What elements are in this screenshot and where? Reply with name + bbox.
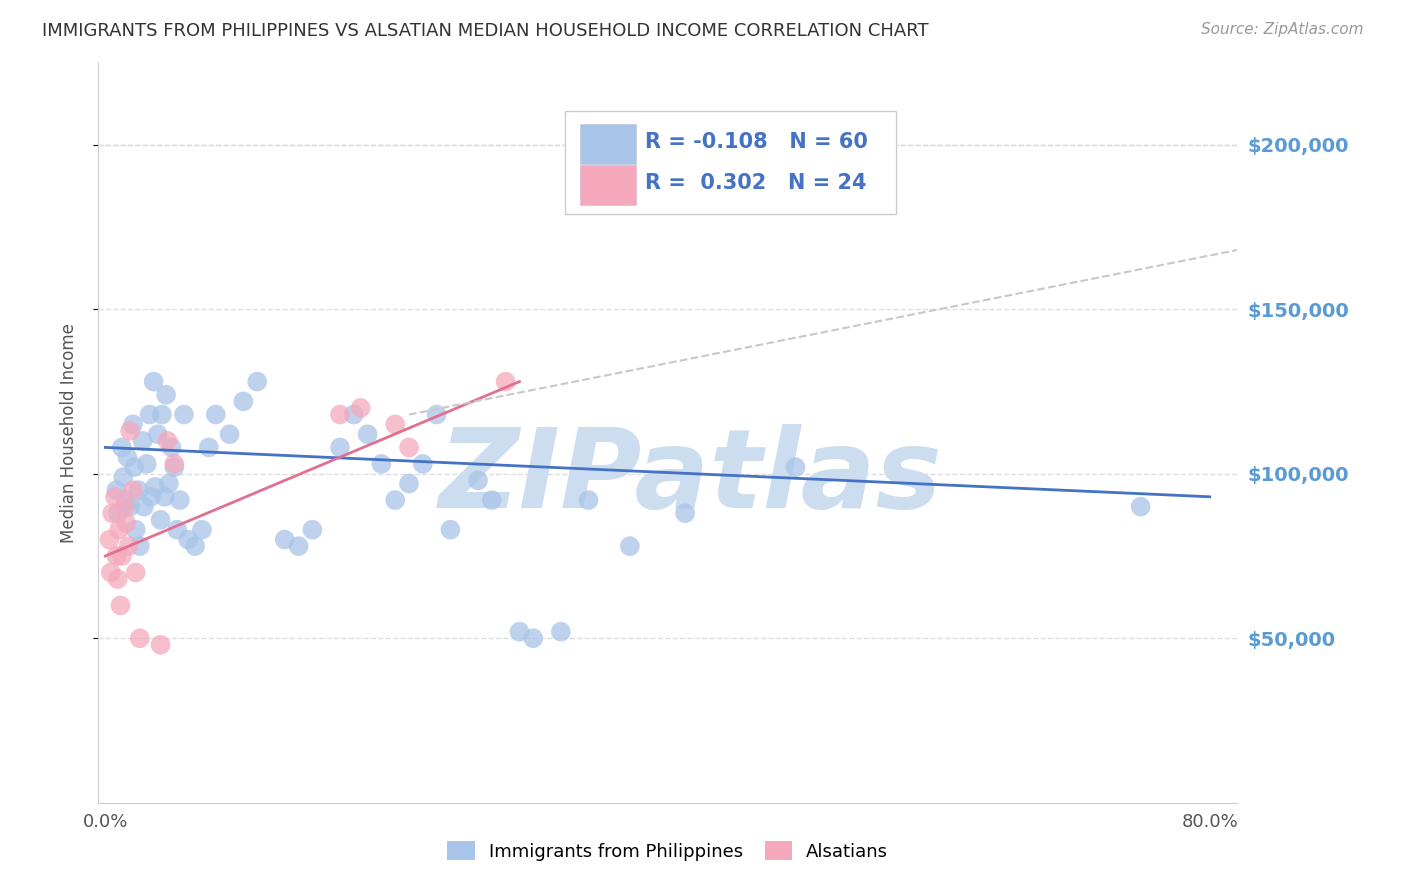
Point [118,539,141,553]
Point [550,624,572,639]
Point [122,417,145,432]
FancyBboxPatch shape [565,111,896,214]
Point [191,523,214,537]
Point [120,424,142,438]
Point [125,566,148,580]
Point [439,523,461,537]
Point [128,632,150,646]
Point [246,375,269,389]
Text: R =  0.302   N = 24: R = 0.302 N = 24 [645,173,866,194]
Point [495,375,517,389]
Point [232,394,254,409]
Point [218,427,240,442]
Point [124,460,146,475]
Point [128,539,150,553]
Point [198,441,221,455]
Point [150,408,173,422]
Point [107,506,129,520]
Point [522,632,544,646]
Point [153,490,176,504]
Point [115,516,138,530]
Point [184,539,207,553]
Point [127,483,149,498]
Point [508,624,530,639]
Point [204,408,226,422]
Point [105,549,128,563]
Point [619,539,641,553]
Point [329,408,352,422]
Point [673,506,696,520]
FancyBboxPatch shape [581,124,636,164]
Point [481,493,503,508]
Point [142,375,165,389]
Point [163,460,186,475]
Point [785,460,807,475]
Point [177,533,200,547]
Point [578,493,600,508]
Text: R = -0.108   N = 60: R = -0.108 N = 60 [645,132,868,153]
Point [98,533,121,547]
Legend: Immigrants from Philippines, Alsatians: Immigrants from Philippines, Alsatians [440,834,896,868]
Point [157,476,180,491]
Point [467,473,489,487]
Point [125,523,148,537]
Point [412,457,434,471]
Point [120,500,142,514]
Point [105,483,128,498]
Text: IMMIGRANTS FROM PHILIPPINES VS ALSATIAN MEDIAN HOUSEHOLD INCOME CORRELATION CHAR: IMMIGRANTS FROM PHILIPPINES VS ALSATIAN … [42,22,929,40]
Point [117,450,139,465]
Point [1129,500,1152,514]
Point [131,434,153,448]
Point [384,493,406,508]
Point [274,533,297,547]
Point [107,572,129,586]
Point [111,441,134,455]
Point [112,470,135,484]
Text: ZIPatlas: ZIPatlas [439,424,942,531]
Point [370,457,392,471]
Point [100,566,122,580]
Point [169,493,191,508]
Point [135,457,157,471]
Point [398,441,420,455]
Point [301,523,323,537]
Point [149,513,172,527]
Point [287,539,309,553]
Point [173,408,195,422]
Point [384,417,406,432]
Point [155,388,177,402]
Point [163,457,186,471]
Point [114,500,136,514]
Point [350,401,373,415]
Point [156,434,179,448]
Point [149,638,172,652]
FancyBboxPatch shape [581,165,636,204]
Point [132,500,155,514]
Point [166,523,188,537]
Point [111,549,134,563]
Point [101,506,124,520]
Point [143,480,166,494]
Point [139,490,162,504]
Y-axis label: Median Household Income: Median Household Income [59,323,77,542]
Point [356,427,378,442]
Point [329,441,352,455]
Point [122,483,145,498]
Text: Source: ZipAtlas.com: Source: ZipAtlas.com [1201,22,1364,37]
Point [138,408,160,422]
Point [426,408,449,422]
Point [160,441,183,455]
Point [343,408,366,422]
Point [115,493,138,508]
Point [110,599,132,613]
Point [398,476,420,491]
Point [104,490,127,504]
Point [108,523,131,537]
Point [146,427,169,442]
